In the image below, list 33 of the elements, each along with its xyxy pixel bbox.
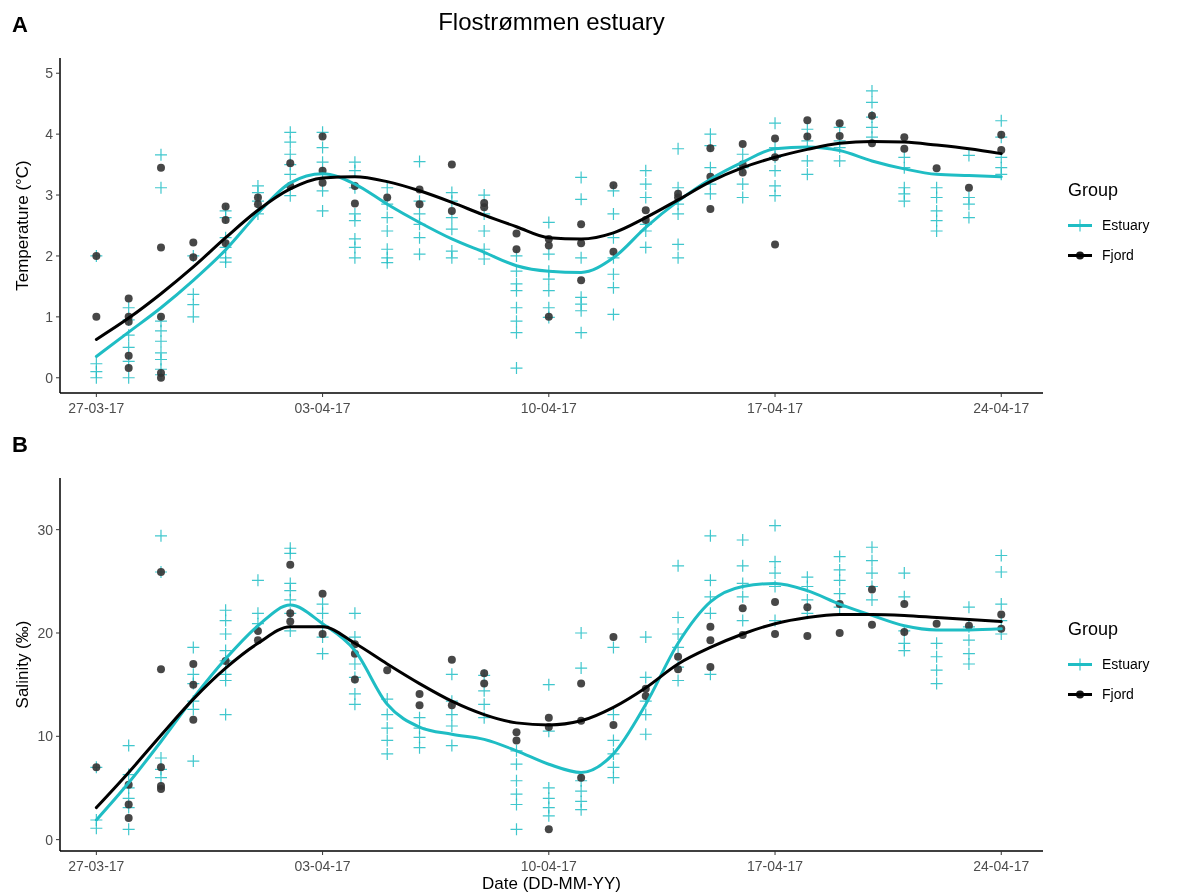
x-tick-label: 24-04-17 <box>973 400 1030 416</box>
x-tick-label: 10-04-17 <box>520 400 578 416</box>
x-tick-label: 03-04-17 <box>294 400 351 416</box>
line-series <box>94 612 1003 810</box>
legend-label: Fjord <box>1102 686 1134 703</box>
chart-title: Flostrømmen estuary <box>438 8 665 35</box>
x-tick-label: 03-04-17 <box>294 858 351 874</box>
legend-label: Estuary <box>1102 656 1150 673</box>
y-tick-label: 20 <box>37 624 54 641</box>
legend-title: Group <box>1068 618 1119 639</box>
x-tick-label: 10-04-17 <box>520 858 578 874</box>
x-tick-label: 17-04-17 <box>747 858 804 874</box>
y-tick-label: 5 <box>45 65 54 82</box>
text: A <box>12 12 28 37</box>
x-tick-label: 17-04-17 <box>747 400 804 416</box>
y-tick-label: 0 <box>45 369 54 386</box>
text: B <box>12 432 28 457</box>
legend-label: Fjord <box>1102 247 1134 264</box>
y-tick-label: 3 <box>45 186 54 203</box>
x-tick-label: 24-04-17 <box>973 858 1030 874</box>
x-axis-title: Date (DD-MM-YY) <box>482 874 621 893</box>
y-tick-label: 30 <box>37 521 54 538</box>
y-tick-label: 10 <box>37 728 54 745</box>
y-tick-label: 4 <box>45 126 54 143</box>
x-tick-label: 27-03-17 <box>68 858 125 874</box>
legend-title: Group <box>1068 179 1119 200</box>
y-axis-title: Temperature (°C) <box>13 160 32 291</box>
x-tick-label: 27-03-17 <box>68 400 125 416</box>
legend-label: Estuary <box>1102 217 1150 234</box>
y-axis-title: Salinity (‰) <box>13 620 32 709</box>
y-tick-label: 0 <box>45 831 54 848</box>
y-tick-label: 2 <box>45 247 54 264</box>
y-tick-label: 1 <box>45 308 54 325</box>
